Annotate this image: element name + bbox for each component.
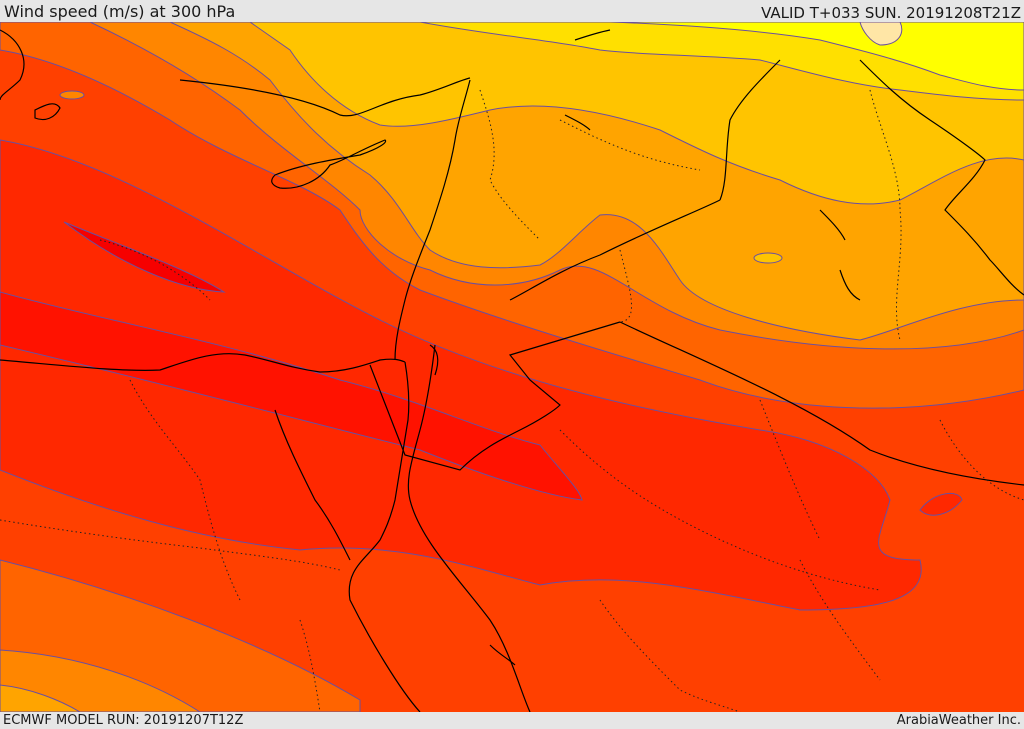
band-upper-yellow (609, 22, 1024, 91)
model-run-label: ECMWF MODEL RUN: 20191207T12Z (3, 713, 244, 728)
coastlines (0, 29, 1024, 712)
band-jet-max (63, 221, 226, 293)
patch-gold-2 (59, 90, 85, 100)
internal-borders (0, 89, 1024, 712)
band-lower-pale (0, 684, 81, 712)
band-east-blob (919, 492, 963, 516)
band-lower-gold (0, 649, 201, 712)
valid-time: VALID T+033 SUN. 20191208T21Z (761, 4, 1021, 22)
band-jet-core (0, 291, 583, 501)
patch-gold-1 (753, 252, 783, 264)
band-top-pale-patch (859, 22, 903, 46)
wind-speed-map (0, 22, 1024, 712)
band-red-core (0, 139, 922, 611)
map-footer: ECMWF MODEL RUN: 20191207T12Z ArabiaWeat… (0, 712, 1024, 729)
brand-label: ArabiaWeather Inc. (896, 713, 1021, 728)
map-title: Wind speed (m/s) at 300 hPa (4, 2, 236, 21)
map-canvas (0, 22, 1024, 712)
map-header: Wind speed (m/s) at 300 hPa VALID T+033 … (0, 0, 1024, 22)
